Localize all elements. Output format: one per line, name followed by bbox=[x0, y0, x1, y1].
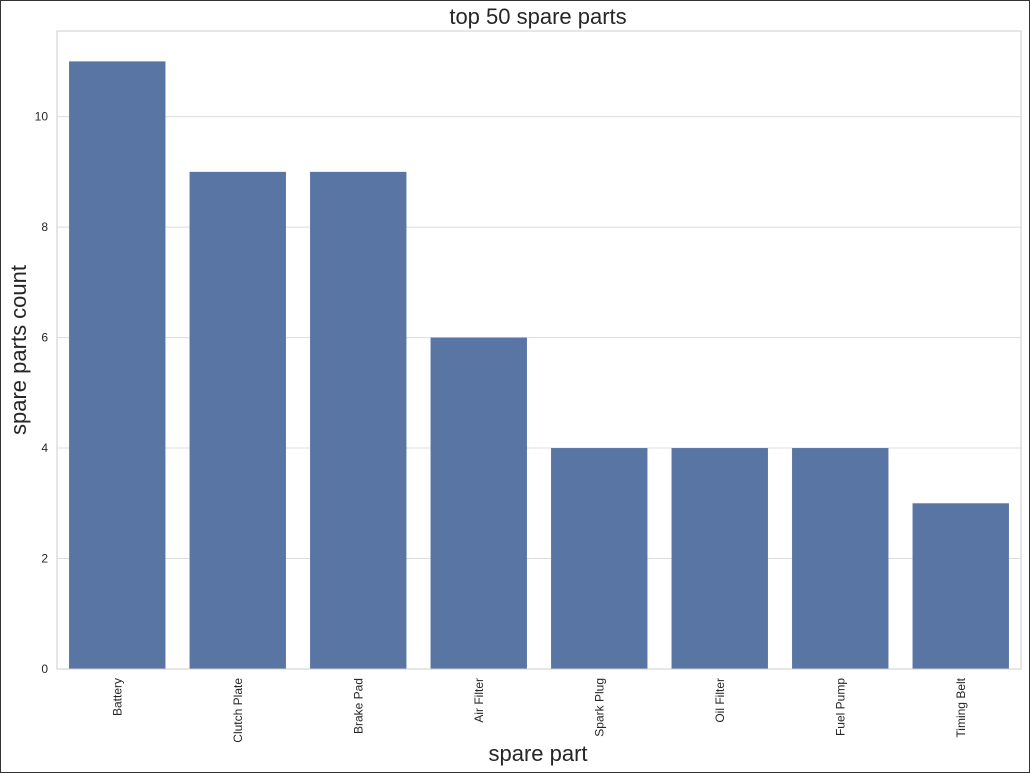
x-tick-label: Spark Plug bbox=[592, 678, 606, 737]
chart-title: top 50 spare parts bbox=[449, 4, 626, 29]
plot-area-border bbox=[56, 30, 1022, 670]
bar-spark-plug bbox=[551, 448, 648, 669]
y-tick-label: 10 bbox=[35, 110, 49, 124]
x-tick-label: Clutch Plate bbox=[231, 678, 245, 743]
bar-battery bbox=[69, 61, 166, 669]
y-axis-title: spare parts count bbox=[6, 265, 31, 435]
y-tick-labels: 0 2 4 6 8 10 bbox=[35, 110, 49, 676]
x-tick-label: Battery bbox=[110, 678, 124, 716]
x-tick-label: Brake Pad bbox=[351, 678, 365, 734]
y-tick-label: 8 bbox=[41, 220, 48, 234]
x-tick-label: Fuel Pump bbox=[833, 678, 847, 736]
y-tick-label: 4 bbox=[41, 441, 48, 455]
bar-air-filter bbox=[430, 337, 527, 669]
y-tick-label: 2 bbox=[41, 552, 48, 566]
bar-brake-pad bbox=[310, 171, 407, 669]
x-tick-label: Air Filter bbox=[472, 678, 486, 723]
y-tick-label: 0 bbox=[41, 662, 48, 676]
bar-oil-filter bbox=[671, 448, 768, 669]
y-tick-label: 6 bbox=[41, 331, 48, 345]
x-axis-title: spare part bbox=[488, 741, 587, 766]
bars bbox=[69, 61, 1009, 669]
x-tick-label: Timing Belt bbox=[954, 677, 968, 737]
x-tick-labels: Battery Clutch Plate Brake Pad Air Filter Sp… bbox=[110, 677, 968, 742]
x-tick-label: Oil Filter bbox=[713, 678, 727, 723]
bar-timing-belt bbox=[912, 503, 1009, 669]
bar-fuel-pump bbox=[792, 448, 889, 669]
bar-clutch-plate bbox=[189, 171, 286, 669]
